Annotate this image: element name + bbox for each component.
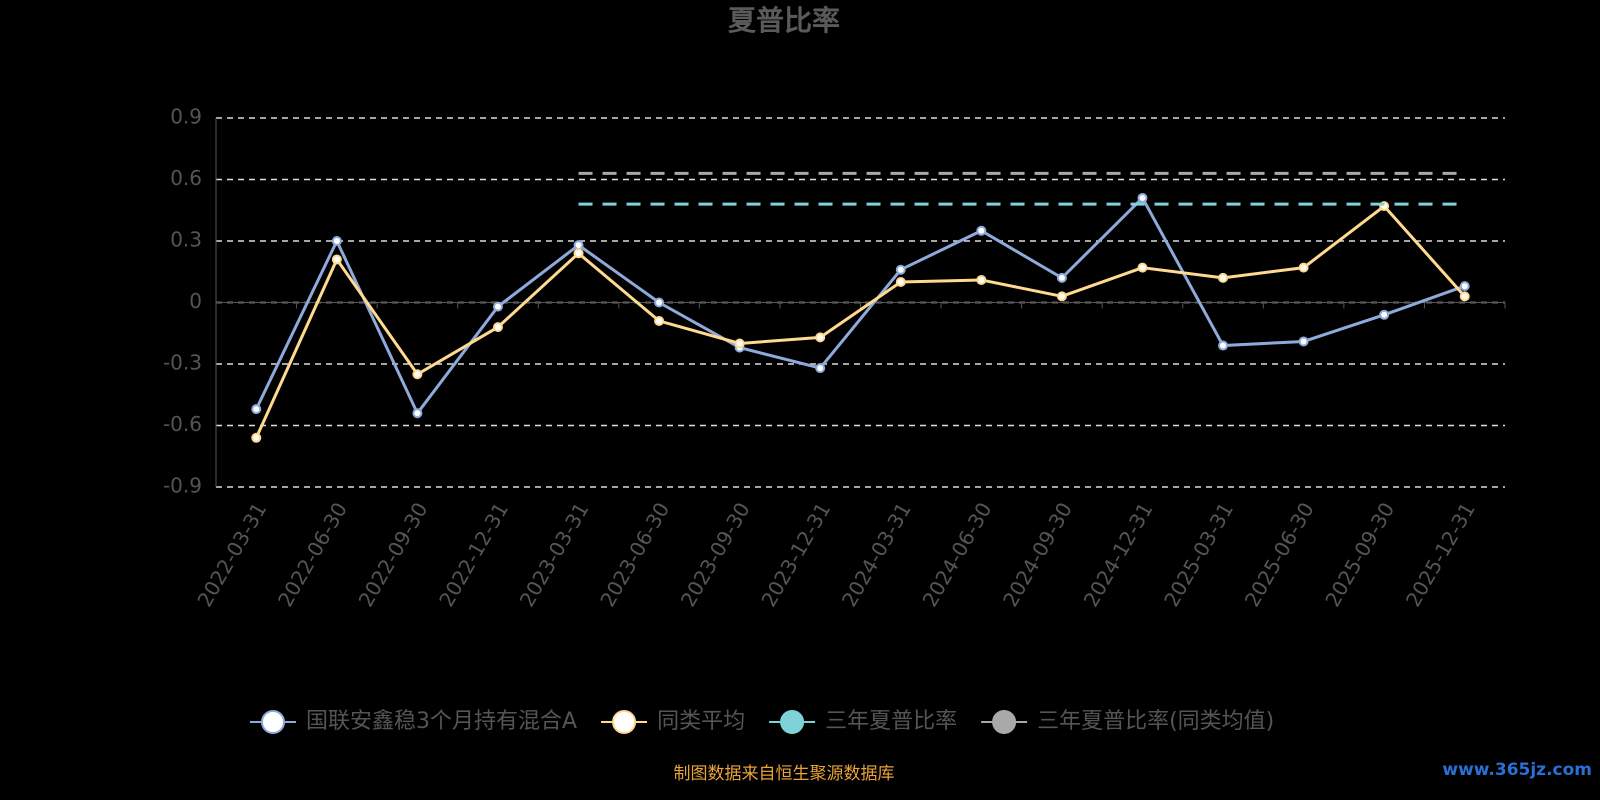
x-tick-label: 2022-06-30 xyxy=(273,498,352,611)
x-tick-label: 2024-12-31 xyxy=(1079,498,1158,611)
y-tick-label: 0.6 xyxy=(170,166,202,190)
data-point xyxy=(895,264,906,275)
data-point xyxy=(1379,309,1390,320)
x-tick-label: 2022-12-31 xyxy=(434,498,513,611)
y-tick-label: -0.9 xyxy=(163,474,202,498)
data-point xyxy=(654,315,665,326)
data-point xyxy=(1056,272,1067,283)
x-tick-label: 2024-06-30 xyxy=(918,498,997,611)
x-tick-label: 2023-12-31 xyxy=(756,498,835,611)
data-point xyxy=(251,404,262,415)
y-tick-label: -0.3 xyxy=(163,351,202,375)
x-tick-label: 2023-09-30 xyxy=(676,498,755,611)
legend-label: 三年夏普比率(同类均值) xyxy=(1037,709,1274,734)
data-point xyxy=(331,254,342,265)
y-tick-label: -0.6 xyxy=(163,412,202,436)
x-tick-label: 2024-03-31 xyxy=(837,498,916,611)
data-point xyxy=(331,236,342,246)
data-point xyxy=(492,301,503,312)
data-point xyxy=(976,225,987,236)
data-point xyxy=(976,274,987,285)
legend-marker xyxy=(992,710,1017,734)
series-line xyxy=(254,204,1466,439)
data-point xyxy=(573,240,584,251)
data-point xyxy=(1459,291,1470,302)
data-point xyxy=(412,369,423,380)
y-tick-label: 0.9 xyxy=(170,105,202,129)
data-point xyxy=(1137,192,1148,203)
chart-title: 夏普比率 xyxy=(728,4,840,37)
x-tick-label: 2025-12-31 xyxy=(1401,498,1480,611)
legend-label: 国联安鑫稳3个月持有混合A xyxy=(306,709,577,734)
data-point xyxy=(734,338,745,349)
legend-marker xyxy=(612,710,637,734)
y-tick-label: 0.3 xyxy=(170,228,202,252)
x-tick-label: 2025-09-30 xyxy=(1320,498,1399,611)
y-tick-label: 0 xyxy=(189,289,202,313)
data-point xyxy=(412,408,423,419)
data-point xyxy=(1056,291,1067,302)
data-point xyxy=(1298,336,1309,347)
series-line xyxy=(254,195,1466,417)
data-point xyxy=(1137,262,1148,273)
data-point xyxy=(895,277,906,287)
legend-marker xyxy=(261,710,285,734)
data-point xyxy=(815,363,826,374)
x-tick-label: 2025-06-30 xyxy=(1240,498,1319,611)
source-note: 制图数据来自恒生聚源数据库 xyxy=(674,764,895,784)
data-point xyxy=(1298,262,1309,273)
legend-marker xyxy=(780,710,805,734)
data-point xyxy=(1218,340,1229,351)
legend-label: 同类平均 xyxy=(657,709,745,734)
data-point xyxy=(1218,272,1229,283)
data-point xyxy=(573,248,584,259)
x-tick-label: 2022-09-30 xyxy=(354,498,433,611)
x-tick-label: 2023-06-30 xyxy=(595,498,674,611)
data-point xyxy=(815,332,826,343)
data-point xyxy=(654,297,665,308)
x-tick-label: 2024-09-30 xyxy=(998,498,1077,611)
data-point xyxy=(492,322,503,333)
x-tick-label: 2022-03-31 xyxy=(192,498,271,611)
data-point xyxy=(251,432,262,443)
watermark: www.365jz.com xyxy=(1442,760,1592,780)
x-tick-label: 2023-03-31 xyxy=(515,498,594,611)
legend-label: 三年夏普比率 xyxy=(825,709,957,734)
data-point xyxy=(1459,281,1470,292)
x-tick-label: 2025-03-31 xyxy=(1159,498,1238,611)
